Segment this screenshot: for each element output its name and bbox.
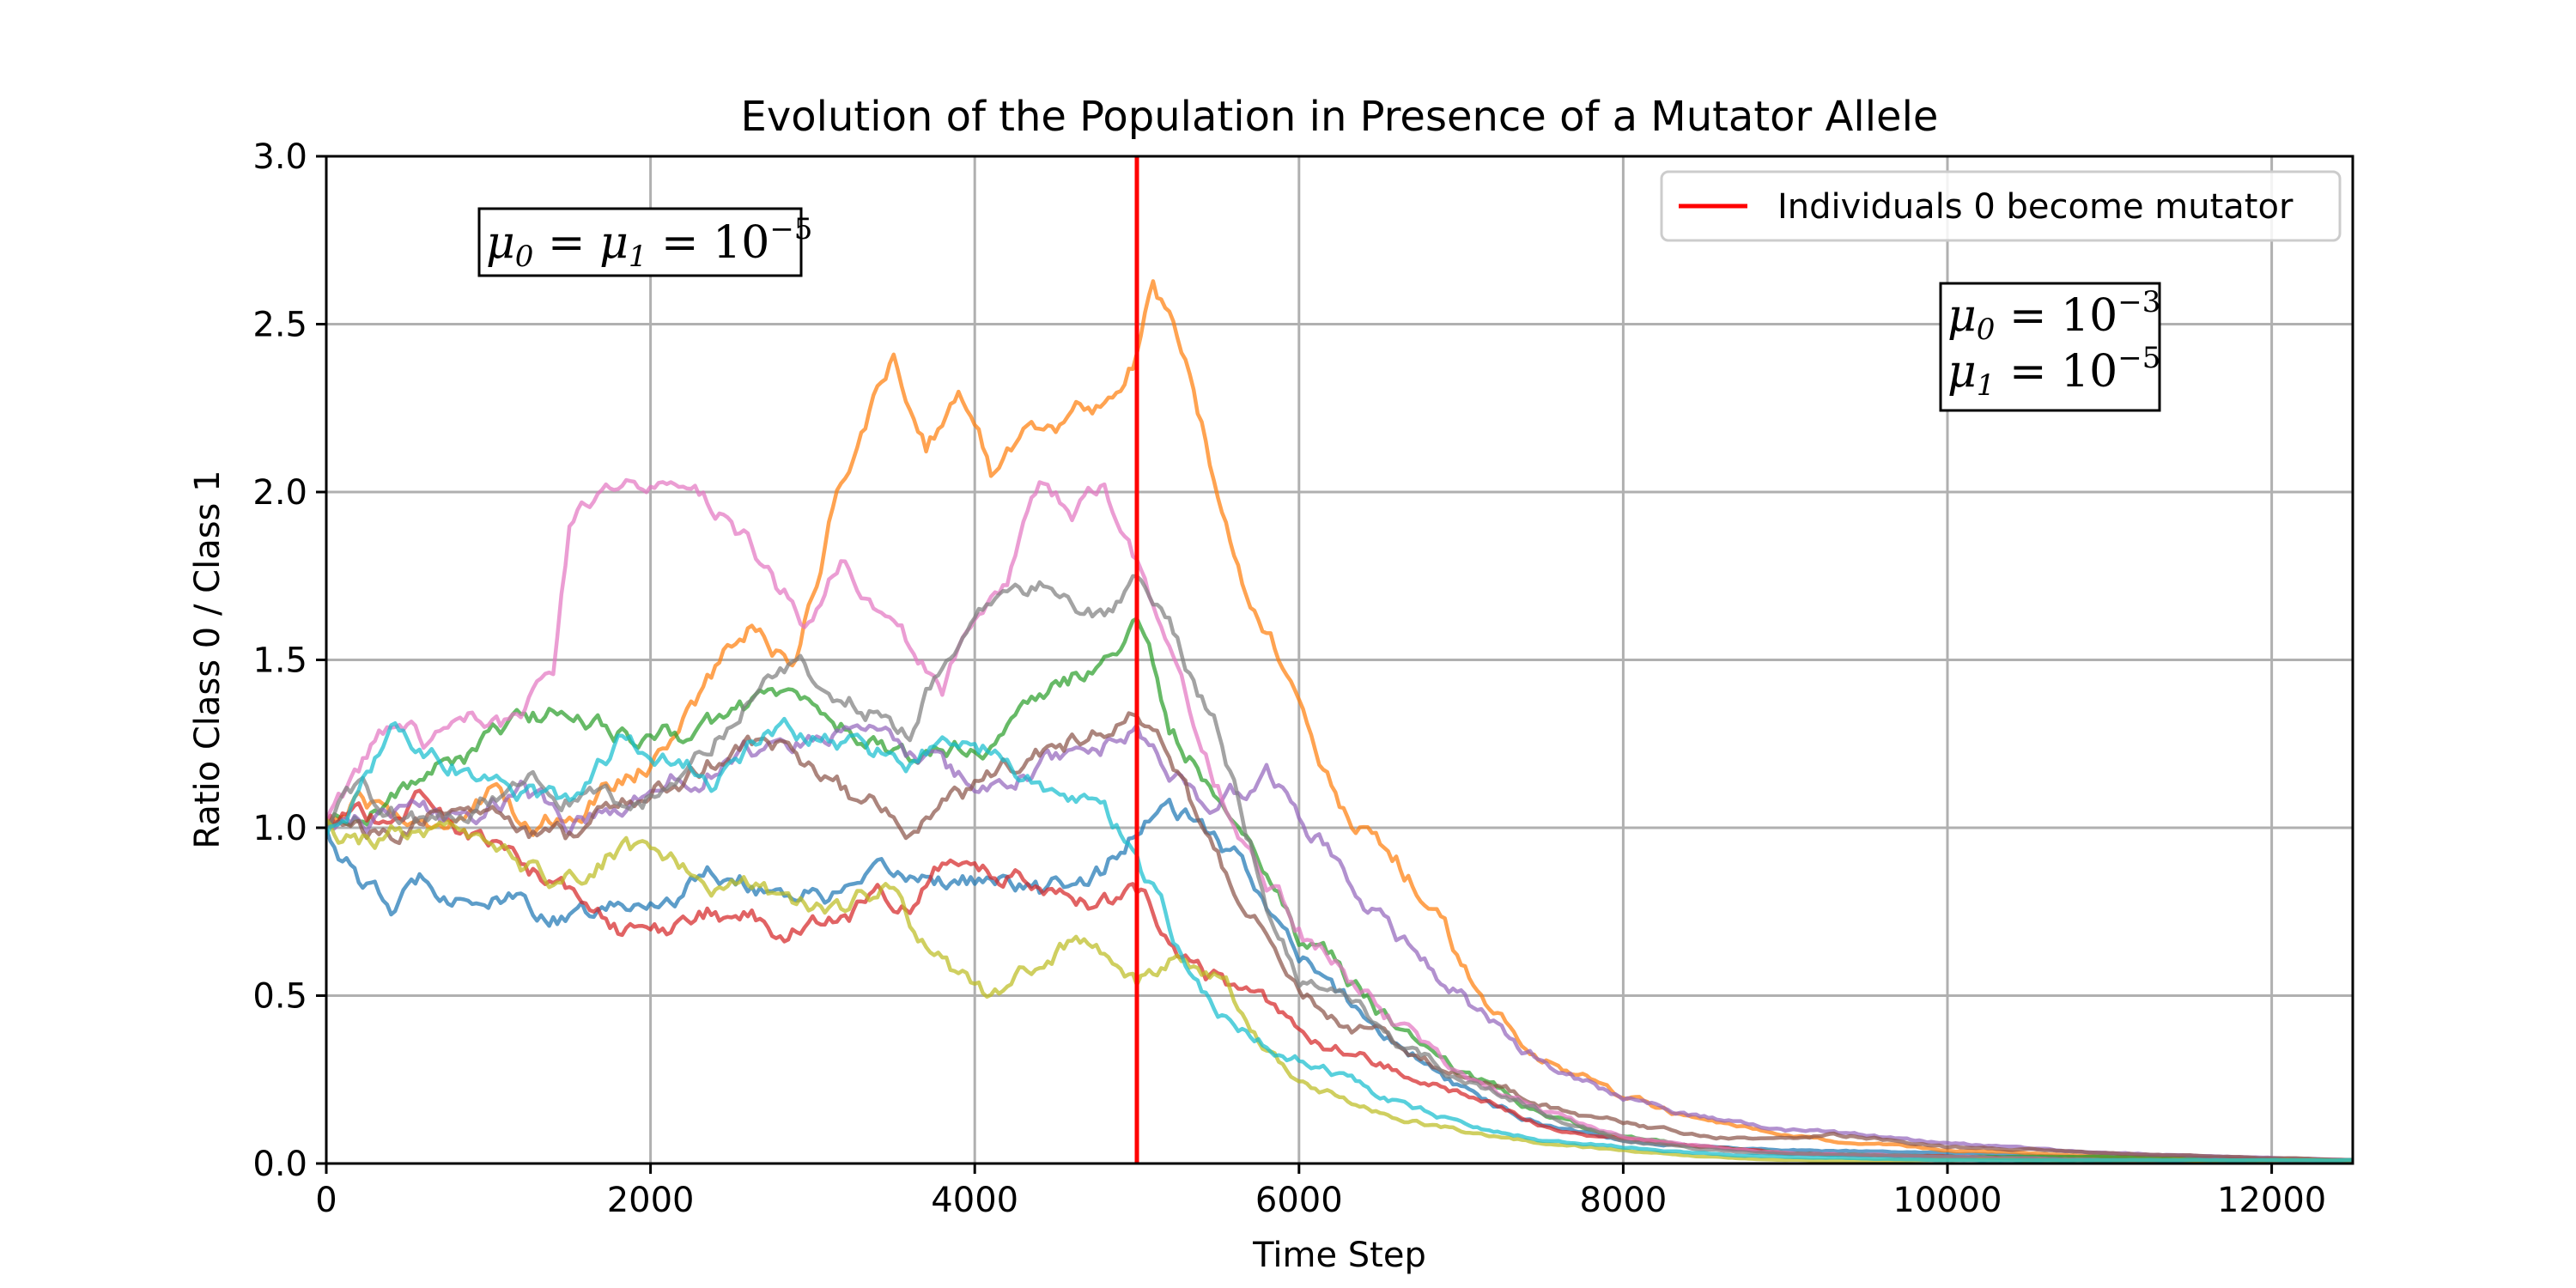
y-tick-label: 3.0 bbox=[252, 137, 307, 177]
y-tick-label: 0.0 bbox=[252, 1145, 307, 1184]
ticks: 0 2000 4000 6000 8000 10000 12000 0.0 0.5 1.0 1.5 2… bbox=[252, 137, 2326, 1220]
x-tick-label: 2000 bbox=[607, 1181, 695, 1220]
y-tick-label: 2.0 bbox=[252, 473, 307, 513]
x-tick-label: 0 bbox=[315, 1181, 337, 1220]
x-tick-label: 6000 bbox=[1255, 1181, 1343, 1220]
annotation-top-left-box bbox=[477, 207, 803, 277]
series-line-10 bbox=[326, 716, 2353, 1163]
y-axis-label: Ratio Class 0 / Class 1 bbox=[188, 470, 228, 848]
series-group bbox=[326, 279, 2353, 1163]
annotation-top-right-line-2: μ1 = 10−5 bbox=[1947, 341, 2160, 403]
y-tick-label: 1.5 bbox=[252, 641, 307, 681]
annotation-top-right: μ0 = 10−3 μ1 = 10−5 bbox=[1939, 282, 2161, 412]
x-tick-label: 10000 bbox=[1893, 1181, 2002, 1220]
annotation-top-left: μ0 = μ1 = 10−5 bbox=[477, 207, 812, 277]
chart-title: Evolution of the Population in Presence … bbox=[741, 93, 1939, 141]
x-tick-label: 4000 bbox=[931, 1181, 1018, 1220]
y-tick-label: 1.0 bbox=[252, 809, 307, 848]
y-tick-label: 0.5 bbox=[252, 977, 307, 1017]
legend-entry-label: Individuals 0 become mutator bbox=[1777, 187, 2293, 227]
annotation-top-right-line-1: μ0 = 10−3 bbox=[1947, 285, 2160, 347]
y-tick-label: 2.5 bbox=[252, 306, 307, 345]
annotation-top-right-box bbox=[1939, 282, 2161, 412]
series-line-2 bbox=[326, 279, 2353, 1163]
x-axis-label: Time Step bbox=[1252, 1236, 1426, 1275]
legend: Individuals 0 become mutator bbox=[1660, 170, 2342, 242]
legend-box bbox=[1660, 170, 2342, 242]
annotation-top-left-text: μ0 = μ1 = 10−5 bbox=[486, 212, 812, 274]
x-tick-label: 12000 bbox=[2217, 1181, 2326, 1220]
x-tick-label: 8000 bbox=[1580, 1181, 1668, 1220]
